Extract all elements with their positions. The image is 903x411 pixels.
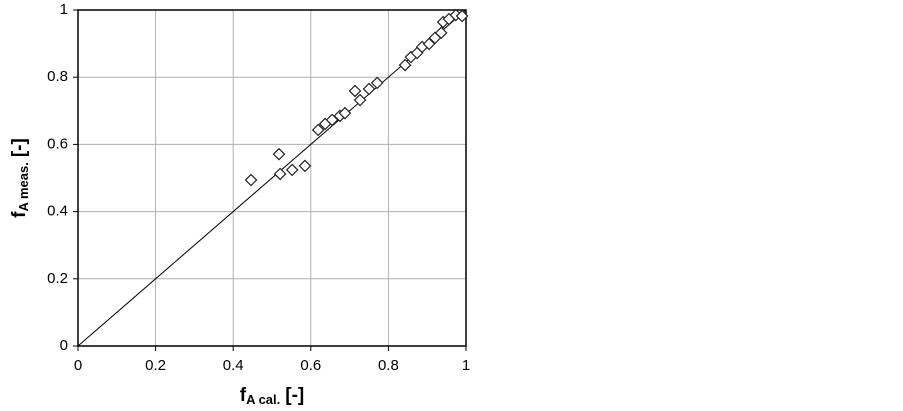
x-tick-label: 1 — [462, 357, 470, 374]
point — [298, 159, 312, 173]
y-tick-label: 0.6 — [47, 135, 68, 152]
point — [455, 9, 469, 23]
point — [311, 123, 325, 137]
x-title-sub: A cal. — [246, 392, 280, 407]
point — [338, 106, 352, 120]
y-tick-label: 0 — [60, 337, 68, 354]
point — [370, 76, 384, 90]
y-tick-label: 0.8 — [47, 68, 68, 85]
x-tick-label: 0.2 — [145, 357, 166, 374]
x-tick-label: 0 — [74, 357, 82, 374]
point — [434, 26, 448, 40]
x-title-main: f — [240, 385, 247, 406]
point — [348, 84, 362, 98]
y-axis-title: fA meas. [-] — [9, 138, 31, 218]
point — [353, 93, 367, 107]
x-tick-label: 0.8 — [378, 357, 399, 374]
diagonal-line — [77, 9, 467, 347]
x-tick-label: 0.4 — [223, 357, 244, 374]
y-title-sub: A meas. — [16, 162, 31, 211]
point — [285, 163, 299, 177]
point — [362, 82, 376, 96]
point — [273, 167, 287, 181]
y-title-main: f — [9, 211, 30, 218]
point — [422, 37, 436, 51]
point — [272, 147, 286, 161]
y-tick-label: 0.4 — [47, 203, 68, 220]
y-tick-label: 0.2 — [47, 270, 68, 287]
plot-frame — [77, 9, 467, 347]
point — [398, 58, 412, 72]
x-tick-label: 0.6 — [300, 357, 321, 374]
point — [244, 173, 258, 187]
x-title-unit: [-] — [285, 385, 304, 406]
x-axis-title: fA cal. [-] — [240, 385, 305, 407]
y-title-unit: [-] — [9, 138, 30, 157]
y-tick-label: 1 — [60, 1, 68, 18]
